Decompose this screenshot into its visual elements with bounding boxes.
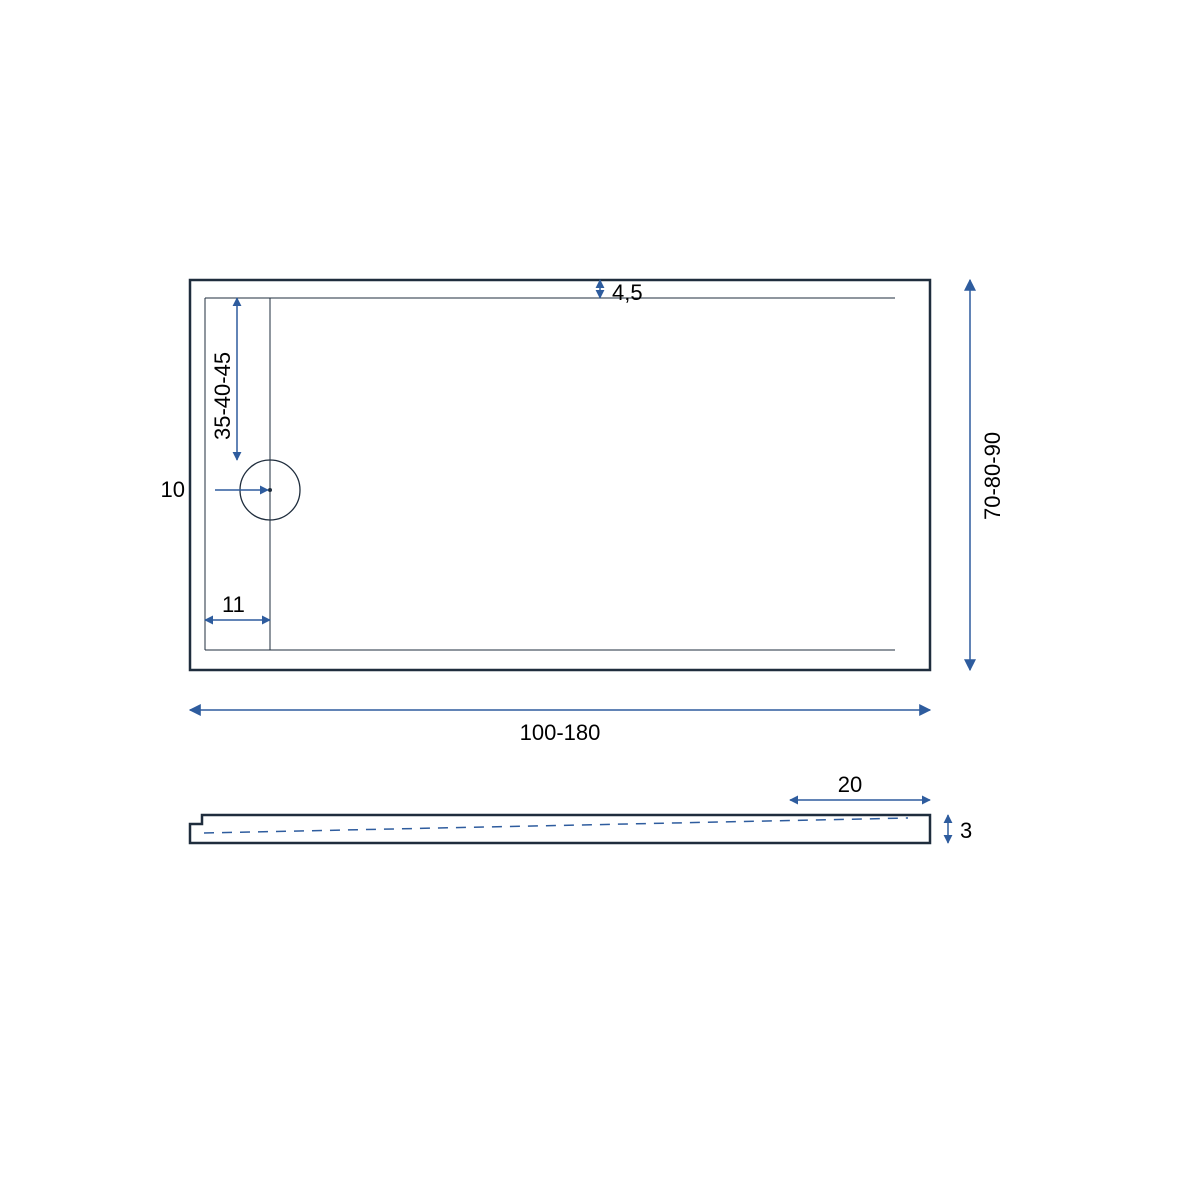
top-view: 4,5 35-40-45 10 11 100-180 70-80-90 bbox=[161, 280, 1005, 745]
label-side-offset: 20 bbox=[838, 772, 862, 797]
label-inner-top-gap: 4,5 bbox=[612, 280, 643, 305]
label-thickness: 3 bbox=[960, 818, 972, 843]
label-drain-depth: 35-40-45 bbox=[210, 352, 235, 440]
side-slope-line bbox=[204, 818, 908, 833]
technical-drawing: 4,5 35-40-45 10 11 100-180 70-80-90 20 3 bbox=[0, 0, 1200, 1200]
label-width: 100-180 bbox=[520, 720, 601, 745]
label-drain-diameter: 10 bbox=[161, 477, 185, 502]
side-view: 20 3 bbox=[190, 772, 972, 843]
label-drain-offset: 11 bbox=[222, 592, 245, 617]
label-height: 70-80-90 bbox=[980, 432, 1005, 520]
